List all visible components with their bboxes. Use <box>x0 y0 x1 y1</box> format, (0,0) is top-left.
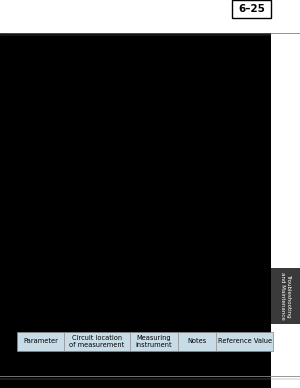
Bar <box>271 324 300 388</box>
Text: Reference Value: Reference Value <box>218 338 272 345</box>
Text: Parameter: Parameter <box>23 338 58 345</box>
Bar <box>0 0 300 33</box>
Text: Troubleshooting
and Maintenance: Troubleshooting and Maintenance <box>280 272 291 320</box>
Bar <box>271 268 300 324</box>
Bar <box>232 0 271 18</box>
Text: Measuring
instrument: Measuring instrument <box>135 335 172 348</box>
Text: 6–25: 6–25 <box>238 4 265 14</box>
Text: Circuit location
of measurement: Circuit location of measurement <box>69 335 125 348</box>
Text: Notes: Notes <box>187 338 207 345</box>
Bar <box>271 33 300 268</box>
Bar <box>16 332 273 351</box>
